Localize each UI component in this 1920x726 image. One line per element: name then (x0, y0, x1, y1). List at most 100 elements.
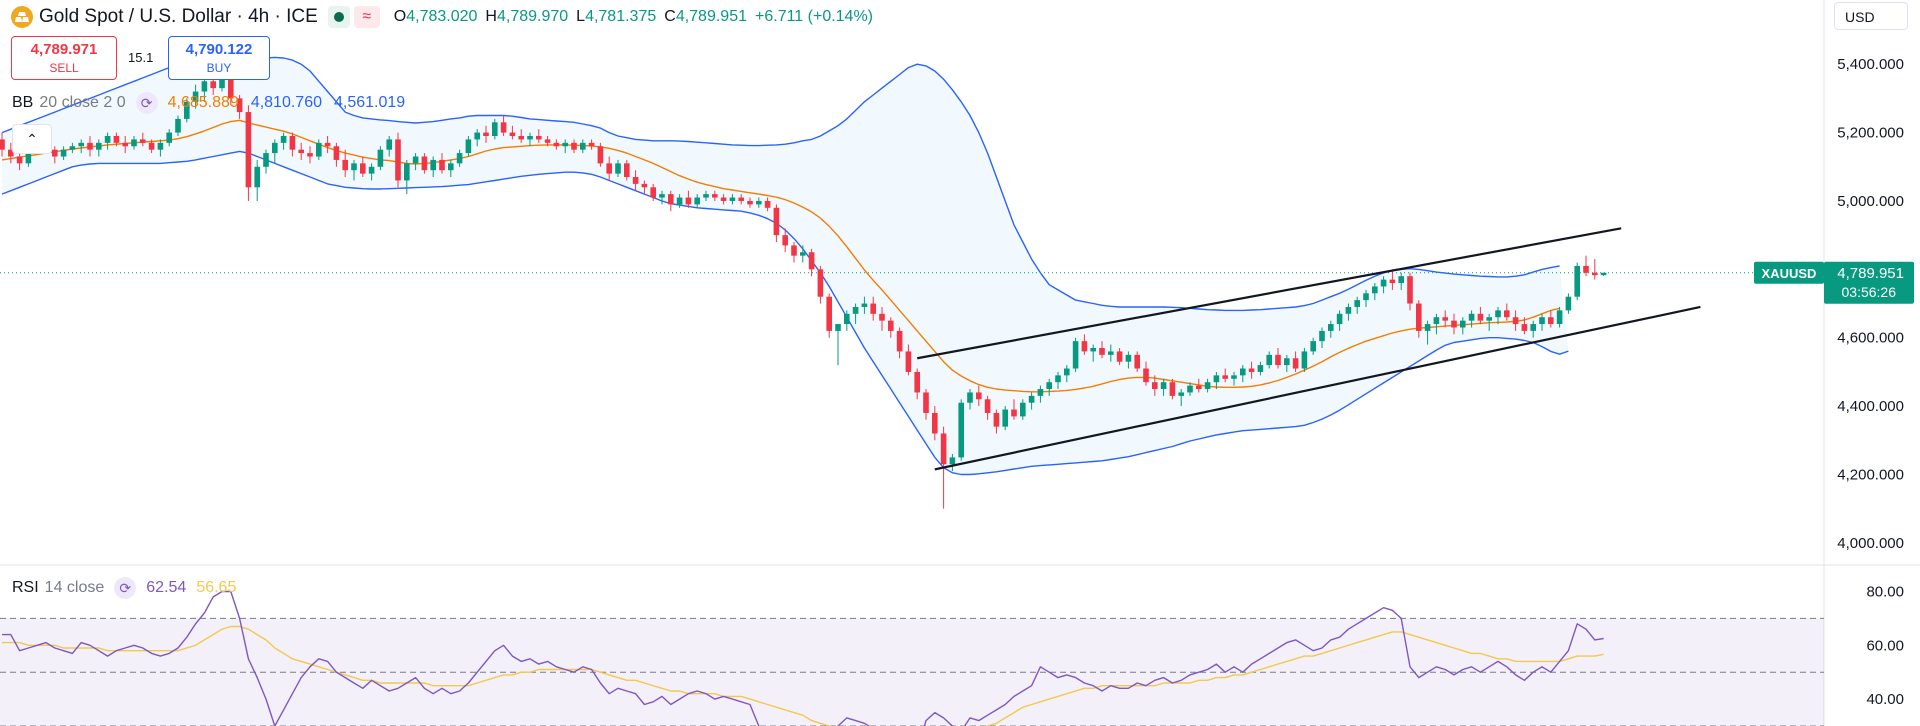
candle-body (324, 142, 331, 147)
candle-body (148, 142, 155, 150)
bb-legend[interactable]: BB 20 close 2 0 ⟳ 4,685.889 4,810.760 4,… (12, 92, 405, 114)
candle-body (236, 98, 243, 113)
candle-body (870, 303, 876, 314)
candle-body (632, 177, 639, 184)
change-value: +6.711 (+0.14%) (755, 8, 874, 25)
candle-body (1398, 276, 1404, 284)
candle-body (940, 433, 947, 465)
candle-body (905, 351, 912, 372)
candle-body (210, 81, 216, 89)
sell-label: SELL (49, 61, 79, 75)
candle-body (826, 296, 832, 331)
candle-body (896, 330, 903, 352)
candle-body (1416, 303, 1422, 331)
data-source-icon[interactable]: ≈ (353, 6, 380, 28)
candle-body (509, 132, 516, 136)
rsi-legend[interactable]: RSI 14 close ⟳ 62.54 56.65 (12, 577, 236, 599)
candle-body (923, 392, 929, 413)
candle-body (280, 136, 287, 143)
candle-body (914, 371, 920, 393)
candle-body (263, 153, 269, 167)
candle-body (1539, 317, 1545, 325)
last-price-badge (1824, 261, 1914, 304)
candle-body (624, 163, 630, 178)
candle-body (69, 146, 76, 150)
candle-body (1512, 317, 1519, 325)
candle-body (1310, 341, 1316, 352)
candle-body (1064, 368, 1070, 376)
candle-body (140, 139, 146, 143)
rsi-tick-label: 40.00 (1866, 691, 1904, 708)
candle-body (87, 142, 93, 150)
candle-body (659, 194, 665, 198)
candle-body (1407, 276, 1413, 304)
collapse-legend-button[interactable]: ⌃ (12, 124, 52, 154)
candle-body (1565, 296, 1572, 311)
refresh-icon[interactable]: ⟳ (114, 577, 137, 599)
candle-body (157, 142, 164, 150)
candle-body (1099, 348, 1105, 355)
low-label: L (576, 8, 586, 25)
candle-body (1372, 286, 1378, 294)
candle-body (773, 207, 780, 236)
candle-body (1451, 320, 1457, 328)
candle-body (1072, 341, 1079, 369)
candle-body (764, 200, 771, 208)
currency-selector[interactable]: USD (1834, 2, 1908, 30)
candle-body (835, 324, 841, 331)
rsi-params: 14 close (44, 579, 105, 596)
candle-body (1028, 395, 1035, 403)
candle-body (738, 197, 744, 201)
symbol-tag-text: XAUUSD (1762, 266, 1817, 281)
candle-body (1583, 265, 1589, 273)
candle-body (712, 194, 718, 198)
candle-body (289, 136, 296, 150)
close-label: C (664, 8, 676, 25)
candle-body (527, 136, 533, 140)
bb-upper-value: 4,810.760 (250, 94, 322, 111)
candle-body (1213, 375, 1220, 383)
candle-body (412, 156, 419, 164)
candle-body (1257, 365, 1264, 372)
candle-body (1468, 313, 1475, 321)
rsi-tick-label: 60.00 (1866, 637, 1904, 654)
candle-body (1108, 351, 1114, 355)
candle-body (588, 142, 595, 147)
candle-body (1556, 310, 1563, 325)
market-status-icon[interactable] (327, 6, 350, 28)
chevron-up-icon: ⌃ (26, 131, 38, 147)
candle-body (342, 159, 348, 171)
open-value: 4,783.020 (406, 8, 478, 25)
candle-body (430, 159, 436, 171)
bb-name: BB (12, 94, 34, 111)
bb-basis-value: 4,685.889 (167, 94, 239, 111)
price-tick-label: 5,400.000 (1837, 56, 1904, 73)
spread-value: 15.1 (128, 50, 154, 65)
buy-button[interactable]: 4,790.122 BUY (168, 36, 270, 80)
candle-body (1363, 293, 1369, 301)
candle-body (852, 306, 859, 314)
candle-body (1354, 300, 1360, 307)
candle-body (1477, 313, 1484, 321)
symbol-title[interactable]: Gold Spot / U.S. Dollar · 4h · ICE (39, 6, 318, 27)
candle-body (1600, 272, 1607, 276)
candle-body (641, 183, 648, 188)
sell-button[interactable]: 4,789.971 SELL (11, 36, 117, 80)
candle-body (219, 74, 225, 89)
rsi-line (2, 590, 1604, 726)
candle-body (747, 200, 753, 205)
price-tick-label: 4,400.000 (1837, 398, 1904, 415)
candle-body (571, 142, 577, 150)
refresh-icon[interactable]: ⟳ (135, 92, 158, 114)
candle-body (756, 200, 762, 205)
candle-body (1574, 265, 1580, 297)
candle-body (650, 187, 656, 198)
candle-body (1380, 279, 1387, 287)
candle-body (1125, 354, 1132, 362)
candle-body (676, 197, 683, 205)
candle-body (1037, 389, 1044, 396)
candle-body (844, 313, 850, 325)
candle-body (888, 320, 894, 331)
candle-body (333, 146, 340, 160)
